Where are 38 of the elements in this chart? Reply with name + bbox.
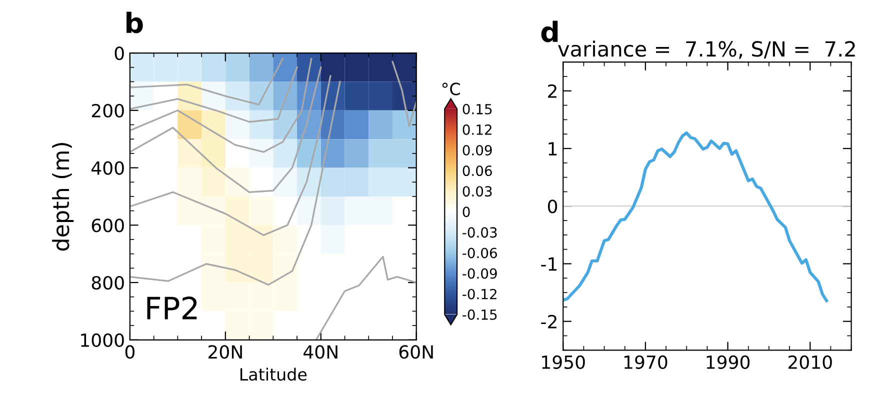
- color-bar-label: 0.09: [462, 144, 492, 156]
- x-tick-label: 2010: [788, 355, 832, 370]
- color-bar-label: 0.12: [462, 124, 492, 135]
- color-bar-label: -0.15: [462, 309, 497, 320]
- color-bar-label: 0.15: [462, 104, 492, 114]
- color-bar-label: -0.12: [462, 288, 496, 300]
- y-tick-label: 800: [92, 276, 124, 290]
- color-bar-title: °C: [442, 82, 460, 96]
- x-tick-label: 20N: [208, 345, 242, 359]
- color-bar-label: -0.06: [462, 248, 497, 258]
- chart-title: variance = 7.1%, S/N = 7.2: [558, 40, 855, 59]
- x-tick-label: 60N: [399, 345, 433, 359]
- color-bar-label: 0.03: [462, 186, 492, 197]
- y-axis-title: depth (m): [52, 143, 74, 251]
- text: d: [541, 20, 558, 42]
- x-tick-label: 1990: [706, 355, 750, 370]
- line-series: [563, 131, 828, 302]
- annotation: FP2: [147, 296, 197, 320]
- color-bar-label: -0.09: [462, 268, 497, 279]
- y-tick-label: 2: [548, 84, 556, 98]
- x-tick-label: 0: [125, 345, 134, 359]
- x-tick-label: 1950: [542, 355, 585, 370]
- x-axis-title: Latitude: [240, 368, 307, 381]
- y-tick-label: 0: [548, 200, 558, 214]
- y-tick-label: 1000: [81, 333, 124, 348]
- y-tick-label: 200: [92, 104, 124, 118]
- y-tick-label: 600: [92, 218, 124, 232]
- color-bar-label: 0.06: [462, 166, 492, 176]
- color-bar-label: -0.03: [462, 227, 497, 238]
- x-tick-label: 40N: [304, 345, 338, 359]
- y-tick-label: 0: [114, 46, 124, 60]
- y-tick-label: -2: [541, 314, 556, 328]
- color-bar-label: 0: [462, 206, 470, 218]
- x-tick-label: 1970: [624, 355, 668, 370]
- y-tick-label: 400: [92, 161, 124, 175]
- y-tick-label: -1: [541, 257, 557, 271]
- y-tick-label: 1: [548, 142, 557, 156]
- text: b: [126, 12, 143, 34]
